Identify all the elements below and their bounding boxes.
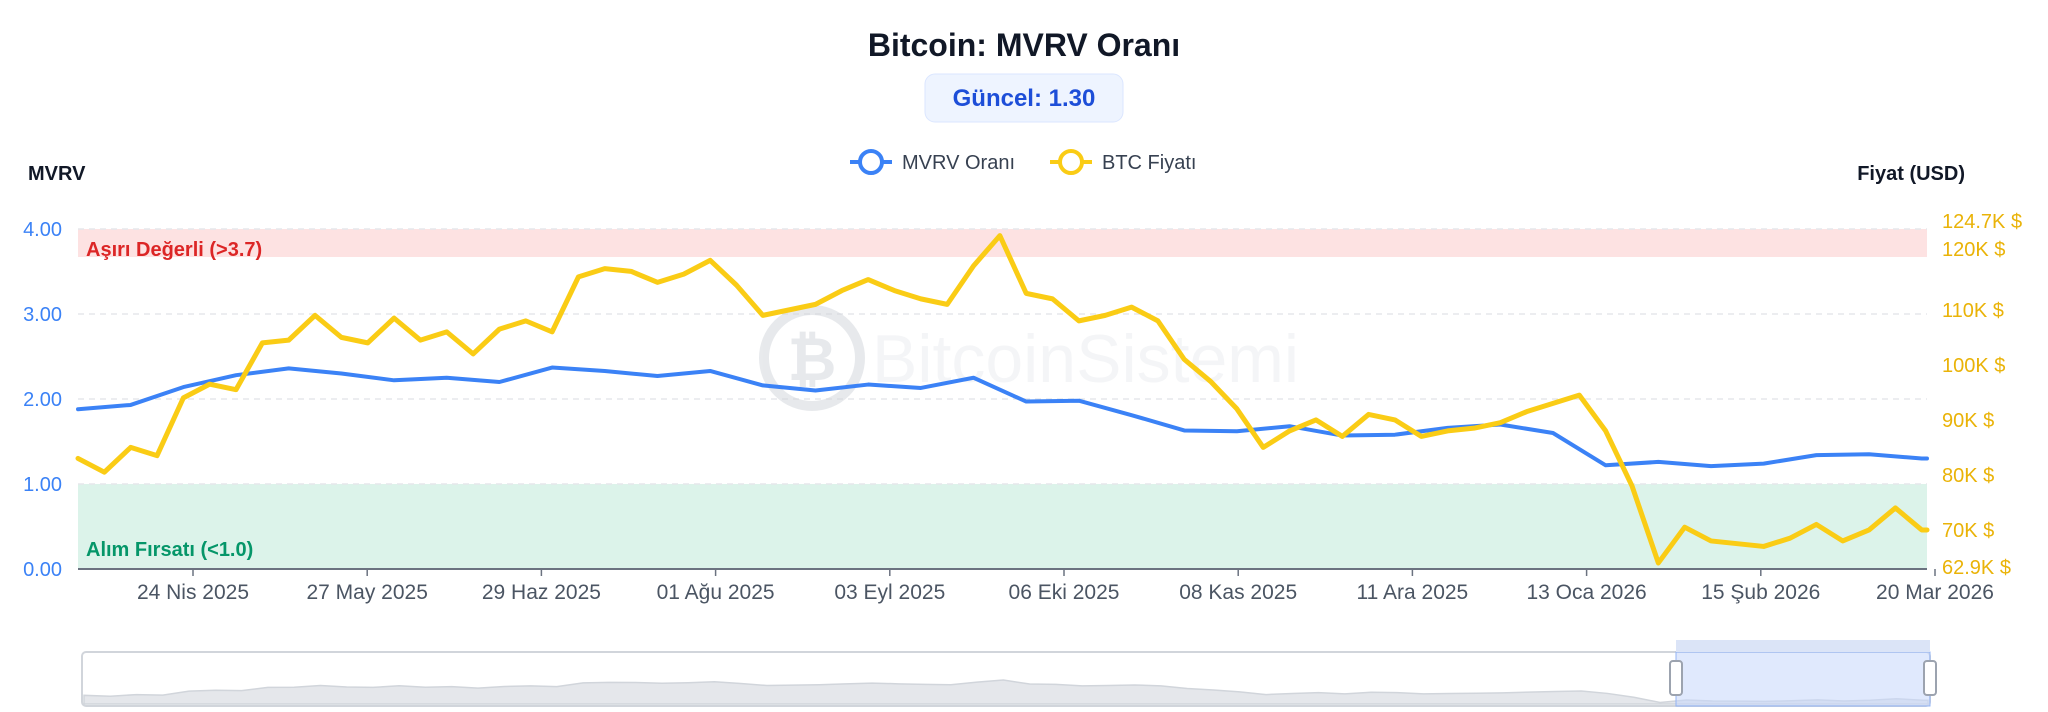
y-left-tick-label: 4.00 <box>23 219 62 241</box>
zoom-slider-drag-bar[interactable] <box>1676 640 1930 652</box>
buy-zone <box>78 484 1927 569</box>
bitcoin-logo-icon <box>759 305 865 411</box>
x-ticks: 24 Nis 2025 27 May 2025 29 Haz 2025 01 Ağu … <box>137 569 1994 604</box>
y-left-axis-title: MVRV <box>28 163 86 185</box>
x-tick-label: 20 Mar 2026 <box>1876 581 1994 604</box>
bitcoin-logo-symbol: ₿ <box>788 326 837 393</box>
y-right-tick-label: 70K $ <box>1942 520 1994 542</box>
chart-title: Bitcoin: MVRV Oranı <box>868 27 1180 63</box>
y-left-tick-label: 2.00 <box>23 389 62 411</box>
legend-label-price: BTC Fiyatı <box>1102 152 1196 174</box>
legend-marker-price-icon <box>1058 149 1084 175</box>
zoom-slider[interactable] <box>81 640 1937 707</box>
overvalued-zone-label: Aşırı Değerli (>3.7) <box>86 239 262 261</box>
x-tick-label: 08 Kas 2025 <box>1179 581 1297 604</box>
y-right-tick-label: 120K $ <box>1942 239 2005 261</box>
y-right-tick-label: 110K $ <box>1942 300 2004 322</box>
x-tick-label: 11 Ara 2025 <box>1357 581 1469 604</box>
y-left-ticks: 4.00 3.00 2.00 1.00 0.00 <box>23 219 62 581</box>
y-left-tick-label: 0.00 <box>23 559 62 581</box>
y-right-tick-label: 62.9K $ <box>1942 557 2011 579</box>
y-right-ticks: 124.7K $ 120K $ 110K $ 100K $ 90K $ 80K $ 70K … <box>1942 211 2022 579</box>
x-tick-label: 24 Nis 2025 <box>137 581 249 604</box>
y-right-tick-label: 124.7K $ <box>1942 211 2022 233</box>
grid <box>78 228 1927 485</box>
legend[interactable]: MVRV Oranı BTC Fiyatı <box>850 149 1196 175</box>
legend-item-mvrv[interactable]: MVRV Oranı <box>850 149 1015 175</box>
buy-zone-label: Alım Fırsatı (<1.0) <box>86 539 253 561</box>
series-line-mvrv <box>76 365 1929 469</box>
y-right-tick-label: 80K $ <box>1942 465 1994 487</box>
x-tick-label: 15 Şub 2026 <box>1701 581 1820 604</box>
x-tick-label: 01 Ağu 2025 <box>657 581 775 604</box>
y-left-tick-label: 1.00 <box>23 474 62 496</box>
series-line-price <box>75 233 1930 566</box>
current-value-badge-text: Güncel: 1.30 <box>953 85 1096 112</box>
legend-item-price[interactable]: BTC Fiyatı <box>1050 149 1196 175</box>
x-tick-label: 03 Eyl 2025 <box>834 581 945 604</box>
x-tick-label: 13 Oca 2026 <box>1526 581 1646 604</box>
y-right-axis-title: Fiyat (USD) <box>1857 163 1965 185</box>
x-tick-label: 27 May 2025 <box>306 581 427 604</box>
y-left-tick-label: 3.00 <box>23 304 62 326</box>
zoom-handle-left[interactable] <box>1669 660 1683 696</box>
y-right-tick-label: 100K $ <box>1942 355 2005 377</box>
zoom-slider-window[interactable] <box>1675 651 1931 707</box>
legend-marker-mvrv-icon <box>858 149 884 175</box>
current-value-badge <box>924 73 1124 123</box>
x-tick-label: 29 Haz 2025 <box>482 581 601 604</box>
legend-label-mvrv: MVRV Oranı <box>902 152 1015 174</box>
watermark: ₿ BitcoinSistemi <box>759 305 1299 411</box>
y-right-tick-label: 90K $ <box>1942 410 1994 432</box>
zoom-handle-right[interactable] <box>1923 660 1937 696</box>
x-tick-label: 06 Eki 2025 <box>1009 581 1120 604</box>
